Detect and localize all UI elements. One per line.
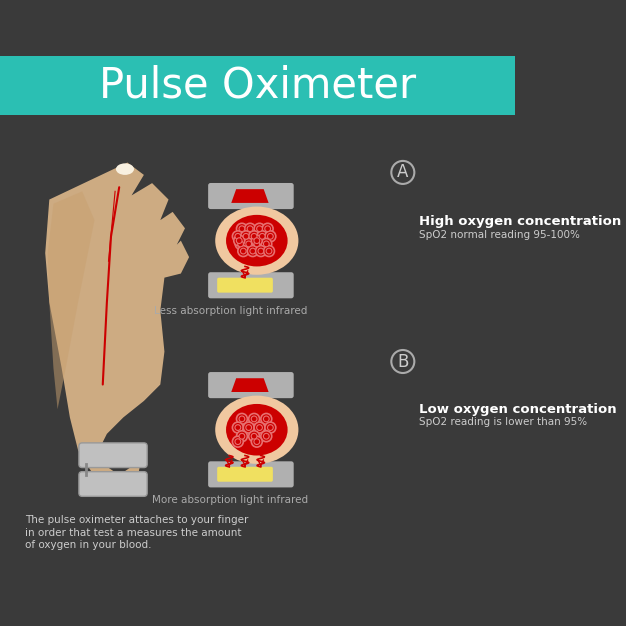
Circle shape <box>254 241 260 247</box>
FancyBboxPatch shape <box>0 56 515 115</box>
Polygon shape <box>48 192 95 409</box>
Circle shape <box>254 223 265 234</box>
Circle shape <box>252 235 262 246</box>
Circle shape <box>266 248 272 254</box>
Circle shape <box>251 433 257 439</box>
Circle shape <box>237 223 247 234</box>
Text: Low oxygen concentration: Low oxygen concentration <box>419 403 617 416</box>
Circle shape <box>238 245 249 257</box>
Circle shape <box>235 424 241 431</box>
Circle shape <box>257 424 262 431</box>
Circle shape <box>235 233 241 239</box>
Circle shape <box>267 233 273 239</box>
Text: SpO2 normal reading 95-100%: SpO2 normal reading 95-100% <box>419 230 580 240</box>
Circle shape <box>237 431 247 442</box>
Circle shape <box>262 223 273 234</box>
Circle shape <box>235 439 241 444</box>
Circle shape <box>250 248 255 254</box>
Ellipse shape <box>226 215 287 267</box>
Text: SpO2 reading is lower than 95%: SpO2 reading is lower than 95% <box>419 418 587 428</box>
Circle shape <box>240 248 246 254</box>
Circle shape <box>265 422 276 433</box>
Circle shape <box>233 235 245 246</box>
Circle shape <box>264 245 274 257</box>
Circle shape <box>251 416 257 422</box>
Circle shape <box>246 241 252 247</box>
Circle shape <box>252 239 262 249</box>
Circle shape <box>244 239 254 249</box>
Circle shape <box>240 231 252 242</box>
Ellipse shape <box>215 396 299 464</box>
Circle shape <box>238 241 244 247</box>
Circle shape <box>257 226 262 232</box>
Circle shape <box>254 238 260 244</box>
Circle shape <box>258 248 264 254</box>
Circle shape <box>267 424 273 431</box>
Circle shape <box>249 413 260 424</box>
Circle shape <box>232 231 244 242</box>
Text: Pulse Oximeter: Pulse Oximeter <box>99 64 416 106</box>
Circle shape <box>261 413 272 424</box>
Circle shape <box>264 433 269 439</box>
Circle shape <box>254 439 260 444</box>
FancyBboxPatch shape <box>79 471 147 496</box>
Circle shape <box>243 233 249 239</box>
FancyBboxPatch shape <box>208 461 294 488</box>
FancyBboxPatch shape <box>217 278 273 292</box>
Text: Less absorption light infrared: Less absorption light infrared <box>153 305 307 316</box>
Circle shape <box>255 245 266 257</box>
Ellipse shape <box>116 163 134 175</box>
Text: More absorption light infrared: More absorption light infrared <box>152 495 308 505</box>
Polygon shape <box>231 189 269 203</box>
Circle shape <box>247 245 258 257</box>
FancyBboxPatch shape <box>208 183 294 209</box>
Ellipse shape <box>215 207 299 275</box>
Circle shape <box>245 223 255 234</box>
Circle shape <box>246 424 252 431</box>
Circle shape <box>232 422 244 433</box>
Circle shape <box>235 239 246 249</box>
Circle shape <box>247 226 253 232</box>
Circle shape <box>239 433 245 439</box>
Circle shape <box>264 416 269 422</box>
Ellipse shape <box>226 404 287 456</box>
Circle shape <box>244 422 254 433</box>
Circle shape <box>252 436 262 447</box>
Circle shape <box>249 231 260 242</box>
FancyBboxPatch shape <box>208 372 294 398</box>
FancyBboxPatch shape <box>217 467 273 482</box>
Text: A: A <box>397 163 409 182</box>
Circle shape <box>249 431 260 442</box>
Text: High oxygen concentration: High oxygen concentration <box>419 215 622 228</box>
Circle shape <box>254 422 265 433</box>
Circle shape <box>232 436 244 447</box>
Text: of oxygen in your blood.: of oxygen in your blood. <box>24 540 151 550</box>
Circle shape <box>261 239 272 249</box>
Circle shape <box>239 416 245 422</box>
Circle shape <box>251 233 257 239</box>
Text: in order that test a measures the amount: in order that test a measures the amount <box>24 528 241 538</box>
Circle shape <box>259 233 265 239</box>
Circle shape <box>237 238 242 244</box>
Text: The pulse oximeter attaches to your finger: The pulse oximeter attaches to your fing… <box>24 515 248 525</box>
Circle shape <box>257 231 268 242</box>
Text: B: B <box>397 352 409 371</box>
Circle shape <box>237 413 247 424</box>
Circle shape <box>265 226 270 232</box>
Circle shape <box>264 241 269 247</box>
FancyBboxPatch shape <box>79 443 147 468</box>
Circle shape <box>239 226 245 232</box>
FancyBboxPatch shape <box>208 272 294 299</box>
Circle shape <box>261 431 272 442</box>
Circle shape <box>265 231 276 242</box>
Polygon shape <box>45 163 189 496</box>
Polygon shape <box>231 378 269 392</box>
